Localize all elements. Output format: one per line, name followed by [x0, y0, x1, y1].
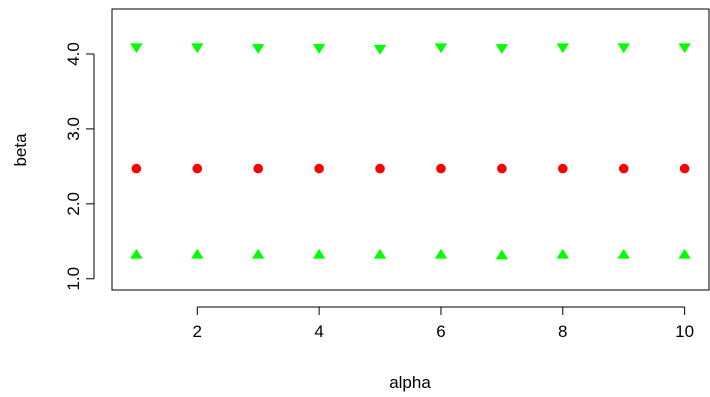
data-point-triangle-down: [252, 44, 265, 54]
data-point-circle: [253, 163, 264, 174]
x-tick-label: 8: [558, 322, 567, 341]
x-axis-title: alpha: [389, 373, 431, 392]
y-tick-label: 4.0: [64, 42, 83, 66]
data-point-triangle-down: [495, 44, 509, 54]
data-point-circle: [557, 163, 568, 174]
data-point-circle: [192, 163, 203, 174]
data-point-triangle-up: [678, 248, 691, 259]
x-axis: 2 4 6 8 10: [193, 306, 694, 341]
data-point-triangle-down: [373, 44, 387, 55]
data-point-triangle-down: [678, 43, 691, 54]
data-point-circle: [436, 163, 446, 174]
data-point-circle: [131, 163, 142, 174]
data-point-triangle-up: [556, 248, 569, 259]
x-tick-label: 6: [436, 322, 445, 341]
y-axis: 1.0 2.0 3.0 4.0: [64, 42, 95, 291]
data-point-triangle-down: [434, 43, 448, 54]
data-point-triangle-down: [130, 43, 143, 54]
y-tick-label: 2.0: [64, 192, 83, 216]
data-point-triangle-up: [434, 248, 448, 259]
x-tick-label: 10: [675, 322, 694, 341]
data-point-triangle-down: [617, 43, 630, 54]
data-point-circle: [497, 163, 507, 174]
data-point-circle: [375, 163, 385, 174]
data-point-triangle-up: [312, 248, 326, 259]
y-axis-title: beta: [11, 133, 30, 167]
y-tick-label: 3.0: [64, 117, 83, 141]
x-tick-label: 4: [314, 322, 323, 341]
data-point-circle: [679, 163, 690, 174]
data-point-triangle-up: [495, 249, 509, 260]
y-tick-label: 1.0: [64, 267, 83, 291]
data-point-circle: [618, 163, 629, 174]
plot-area-frame: [111, 8, 710, 291]
data-point-triangle-up: [130, 248, 143, 259]
data-point-triangle-up: [373, 248, 387, 259]
x-tick-label: 2: [193, 322, 202, 341]
data-point-triangle-up: [191, 248, 204, 259]
data-point-triangle-up: [617, 248, 630, 259]
data-points: [130, 43, 691, 260]
data-point-triangle-down: [312, 44, 326, 54]
data-point-triangle-down: [556, 43, 569, 54]
data-point-triangle-down: [191, 43, 204, 54]
data-point-circle: [314, 163, 324, 174]
data-point-triangle-up: [252, 248, 265, 259]
